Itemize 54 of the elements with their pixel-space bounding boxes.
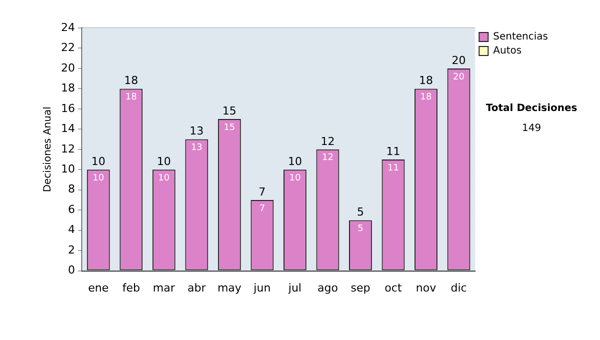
x-tick-label: nov: [416, 281, 437, 294]
data-label: 10: [158, 173, 170, 184]
total-label: 7: [258, 185, 266, 198]
total-label: 10: [91, 154, 106, 168]
total-label: 18: [418, 74, 433, 88]
data-label: 13: [190, 143, 202, 154]
text: 149: [522, 123, 542, 134]
total-label: 11: [386, 144, 400, 158]
data-label: 15: [224, 122, 236, 133]
y-tick-label: 22: [60, 41, 75, 54]
y-tick-label: 24: [60, 20, 75, 34]
total-label: 15: [222, 104, 236, 118]
y-tick-label: 14: [60, 122, 75, 136]
y-tick-label: 18: [60, 82, 75, 95]
total-label: 13: [190, 124, 204, 138]
x-tick-label: feb: [122, 281, 140, 294]
legend-label: Sentencias: [493, 32, 548, 43]
x-tick-label: ago: [317, 281, 338, 294]
y-tick-label: 8: [68, 182, 75, 196]
total-label: 10: [156, 154, 171, 168]
text: Total Decisiones: [486, 103, 578, 114]
legend-label: Autos: [493, 46, 522, 57]
x-tick-label: dic: [450, 281, 467, 294]
total-label: 18: [124, 74, 138, 88]
data-label: 11: [388, 163, 399, 174]
data-label: 10: [289, 173, 301, 184]
y-tick-label: 2: [68, 243, 75, 256]
y-tick-label: 0: [68, 264, 75, 277]
y-tick-label: 16: [60, 102, 75, 115]
data-label: 18: [420, 92, 432, 103]
x-tick-label: jun: [252, 281, 271, 294]
data-label: 18: [125, 92, 138, 103]
total-label: 20: [452, 54, 466, 67]
y-tick-label: 6: [68, 202, 75, 216]
x-tick-label: oct: [384, 281, 402, 294]
total-label: 12: [320, 134, 335, 148]
x-tick-label: sep: [350, 281, 370, 294]
y-axis-title: Decisiones Anual: [42, 106, 54, 192]
x-tick-label: may: [217, 281, 242, 294]
data-label: 5: [358, 224, 364, 234]
data-label: 10: [92, 173, 104, 184]
total-label: 10: [288, 154, 302, 168]
data-label: 12: [322, 153, 334, 164]
x-tick-label: ene: [88, 281, 109, 294]
data-label: 7: [259, 204, 266, 214]
y-tick-label: 12: [60, 142, 75, 156]
y-tick-label: 4: [68, 223, 75, 236]
x-tick-label: jul: [287, 281, 302, 294]
x-tick-label: mar: [152, 281, 176, 294]
x-tick-label: abr: [188, 281, 206, 294]
y-tick-label: 10: [60, 162, 75, 176]
data-label: 20: [453, 72, 465, 82]
total-label: 5: [356, 206, 364, 219]
y-tick-label: 20: [60, 61, 75, 74]
